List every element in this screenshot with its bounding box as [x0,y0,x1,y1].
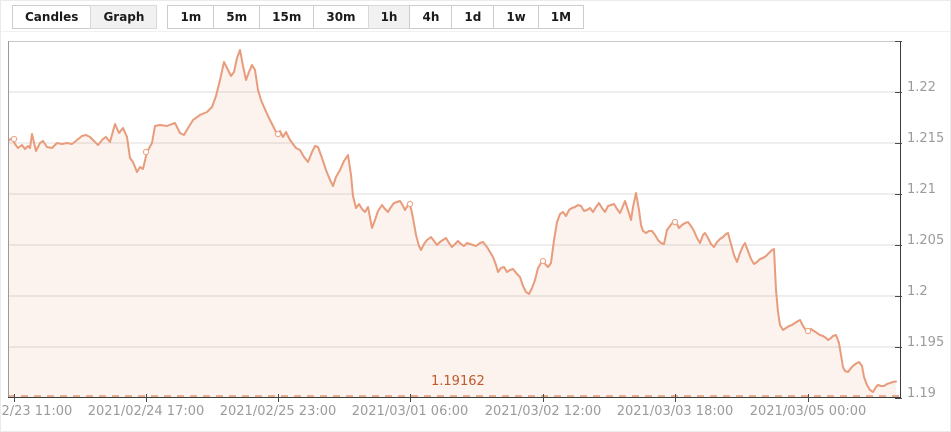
x-axis-label: 2021/03/05 00:00 [749,404,867,419]
button-tf-1h[interactable]: 1h [367,5,411,29]
x-axis-label: 2021/02/24 17:00 [87,404,205,419]
button-candles[interactable]: Candles [12,5,92,29]
x-axis-label: 2021/03/02 12:00 [484,404,602,419]
price-line-series [8,49,897,393]
button-tf-1w[interactable]: 1w [493,5,539,29]
chart-type-group: Candles Graph [12,5,158,29]
y-axis-label: 1.21 [907,182,936,197]
area-fill [8,50,896,398]
x-axis-label: 2021/03/01 06:00 [351,404,469,419]
x-axis-label: 2021/02/25 23:00 [219,404,337,419]
button-tf-5m[interactable]: 5m [213,5,261,29]
data-point-marker [142,148,150,156]
plot-area[interactable] [8,41,901,398]
data-point-marker [804,327,812,335]
y-axis-label: 1.19 [907,386,936,401]
button-tf-15m[interactable]: 15m [259,5,315,29]
x-axis-tick [146,394,147,402]
y-axis-label: 1.205 [907,233,945,248]
data-point-marker [274,130,282,138]
button-tf-1m[interactable]: 1m [167,5,215,29]
y-axis-tick [895,398,902,399]
data-point-marker [406,200,414,208]
chart-svg [8,41,901,398]
current-price-label: 1.19162 [431,374,485,389]
y-axis-tick [895,194,902,195]
y-axis-tick [895,347,902,348]
x-axis-tick [410,394,411,402]
button-tf-1m[interactable]: 1M [537,5,585,29]
y-axis-tick [895,143,902,144]
button-graph[interactable]: Graph [90,5,158,29]
toolbar: Candles Graph 1m 5m 15m 30m 1h 4h 1d 1w 1M [12,5,585,29]
y-axis-tick [895,92,902,93]
button-tf-1d[interactable]: 1d [451,5,495,29]
x-axis-tick [675,394,676,402]
x-axis-tick [808,394,809,402]
x-axis-tick [14,394,15,402]
timeframe-group: 1m 5m 15m 30m 1h 4h 1d 1w 1M [167,5,585,29]
data-point-marker [10,135,18,143]
button-tf-30m[interactable]: 30m [313,5,369,29]
y-axis-label: 1.215 [907,131,945,146]
x-axis-tick [543,394,544,402]
y-axis-tick [895,296,902,297]
y-axis-label: 1.195 [907,335,945,350]
y-axis-tick [895,245,902,246]
y-axis-label: 1.22 [907,80,936,95]
y-axis-label: 1.2 [907,284,928,299]
x-axis-label: 2021/03/03 18:00 [616,404,734,419]
x-axis-tick [278,394,279,402]
data-point-marker [539,257,547,265]
data-point-marker [671,218,679,226]
y-axis-tick [895,41,902,42]
button-tf-4h[interactable]: 4h [409,5,453,29]
x-axis-label: 2021/02/23 11:00 [0,404,73,419]
toolbar-divider [0,31,951,32]
